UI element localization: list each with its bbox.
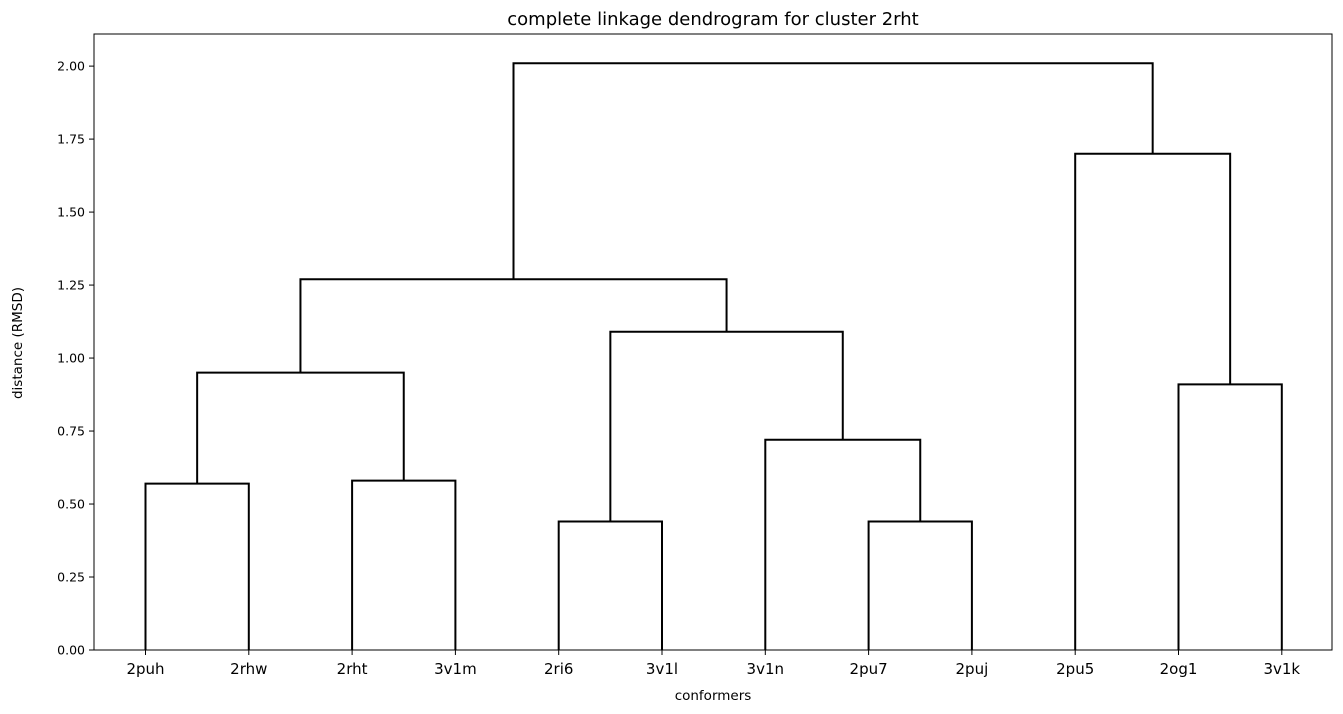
leaf-label-3v1k: 3v1k [1263,660,1300,678]
y-tick-label: 0.75 [57,424,85,439]
leaf-label-3v1n: 3v1n [747,660,784,678]
leaf-label-2og1: 2og1 [1160,660,1198,678]
dendrogram-link-10 [512,62,1154,280]
leaf-label-3v1l: 3v1l [646,660,678,678]
leaf-label-2ri6: 2ri6 [544,660,573,678]
leaf-label-2pu7: 2pu7 [850,660,888,678]
dendrogram-links [144,62,1283,650]
y-tick-label: 1.00 [57,351,85,366]
x-axis: 2puh 2rhw 2rht 3v1m 2ri6 3v1l 3v1n 2pu7 2puj 2pu5… [126,650,1300,678]
y-tick-label: 0.50 [57,497,85,512]
dendrogram-link-1 [351,479,457,650]
dendrogram-link-8 [299,278,728,373]
dendrogram-link-0 [144,482,250,650]
dendrogram-link-2 [557,520,663,650]
y-axis: 0.00 0.25 0.50 0.75 1.00 1.25 1.50 1.75 2.00 [57,59,94,658]
leaf-label-3v1m: 3v1m [434,660,477,678]
leaf-label-2puj: 2puj [956,660,989,678]
dendrogram-link-4 [764,438,922,650]
leaf-label-2rht: 2rht [337,660,368,678]
chart-title: complete linkage dendrogram for cluster … [507,9,918,30]
dendrogram-link-7 [609,330,844,522]
y-tick-label: 1.25 [57,278,85,293]
leaf-label-2puh: 2puh [126,660,164,678]
leaf-label-2pu5: 2pu5 [1056,660,1094,678]
leaf-label-2rhw: 2rhw [230,660,267,678]
y-tick-label: 1.50 [57,205,85,220]
plot-frame [93,33,1333,651]
y-tick-label: 0.25 [57,570,85,585]
x-axis-label: conformers [675,688,752,704]
y-axis-label: distance (RMSD) [10,287,26,399]
y-tick-label: 2.00 [57,59,85,74]
dendrogram-link-6 [196,371,405,484]
y-tick-label: 0.00 [57,643,85,658]
dendrogram-link-3 [867,520,973,650]
dendrogram-link-5 [1177,383,1283,650]
y-tick-label: 1.75 [57,132,85,147]
dendrogram-link-9 [1074,152,1232,650]
